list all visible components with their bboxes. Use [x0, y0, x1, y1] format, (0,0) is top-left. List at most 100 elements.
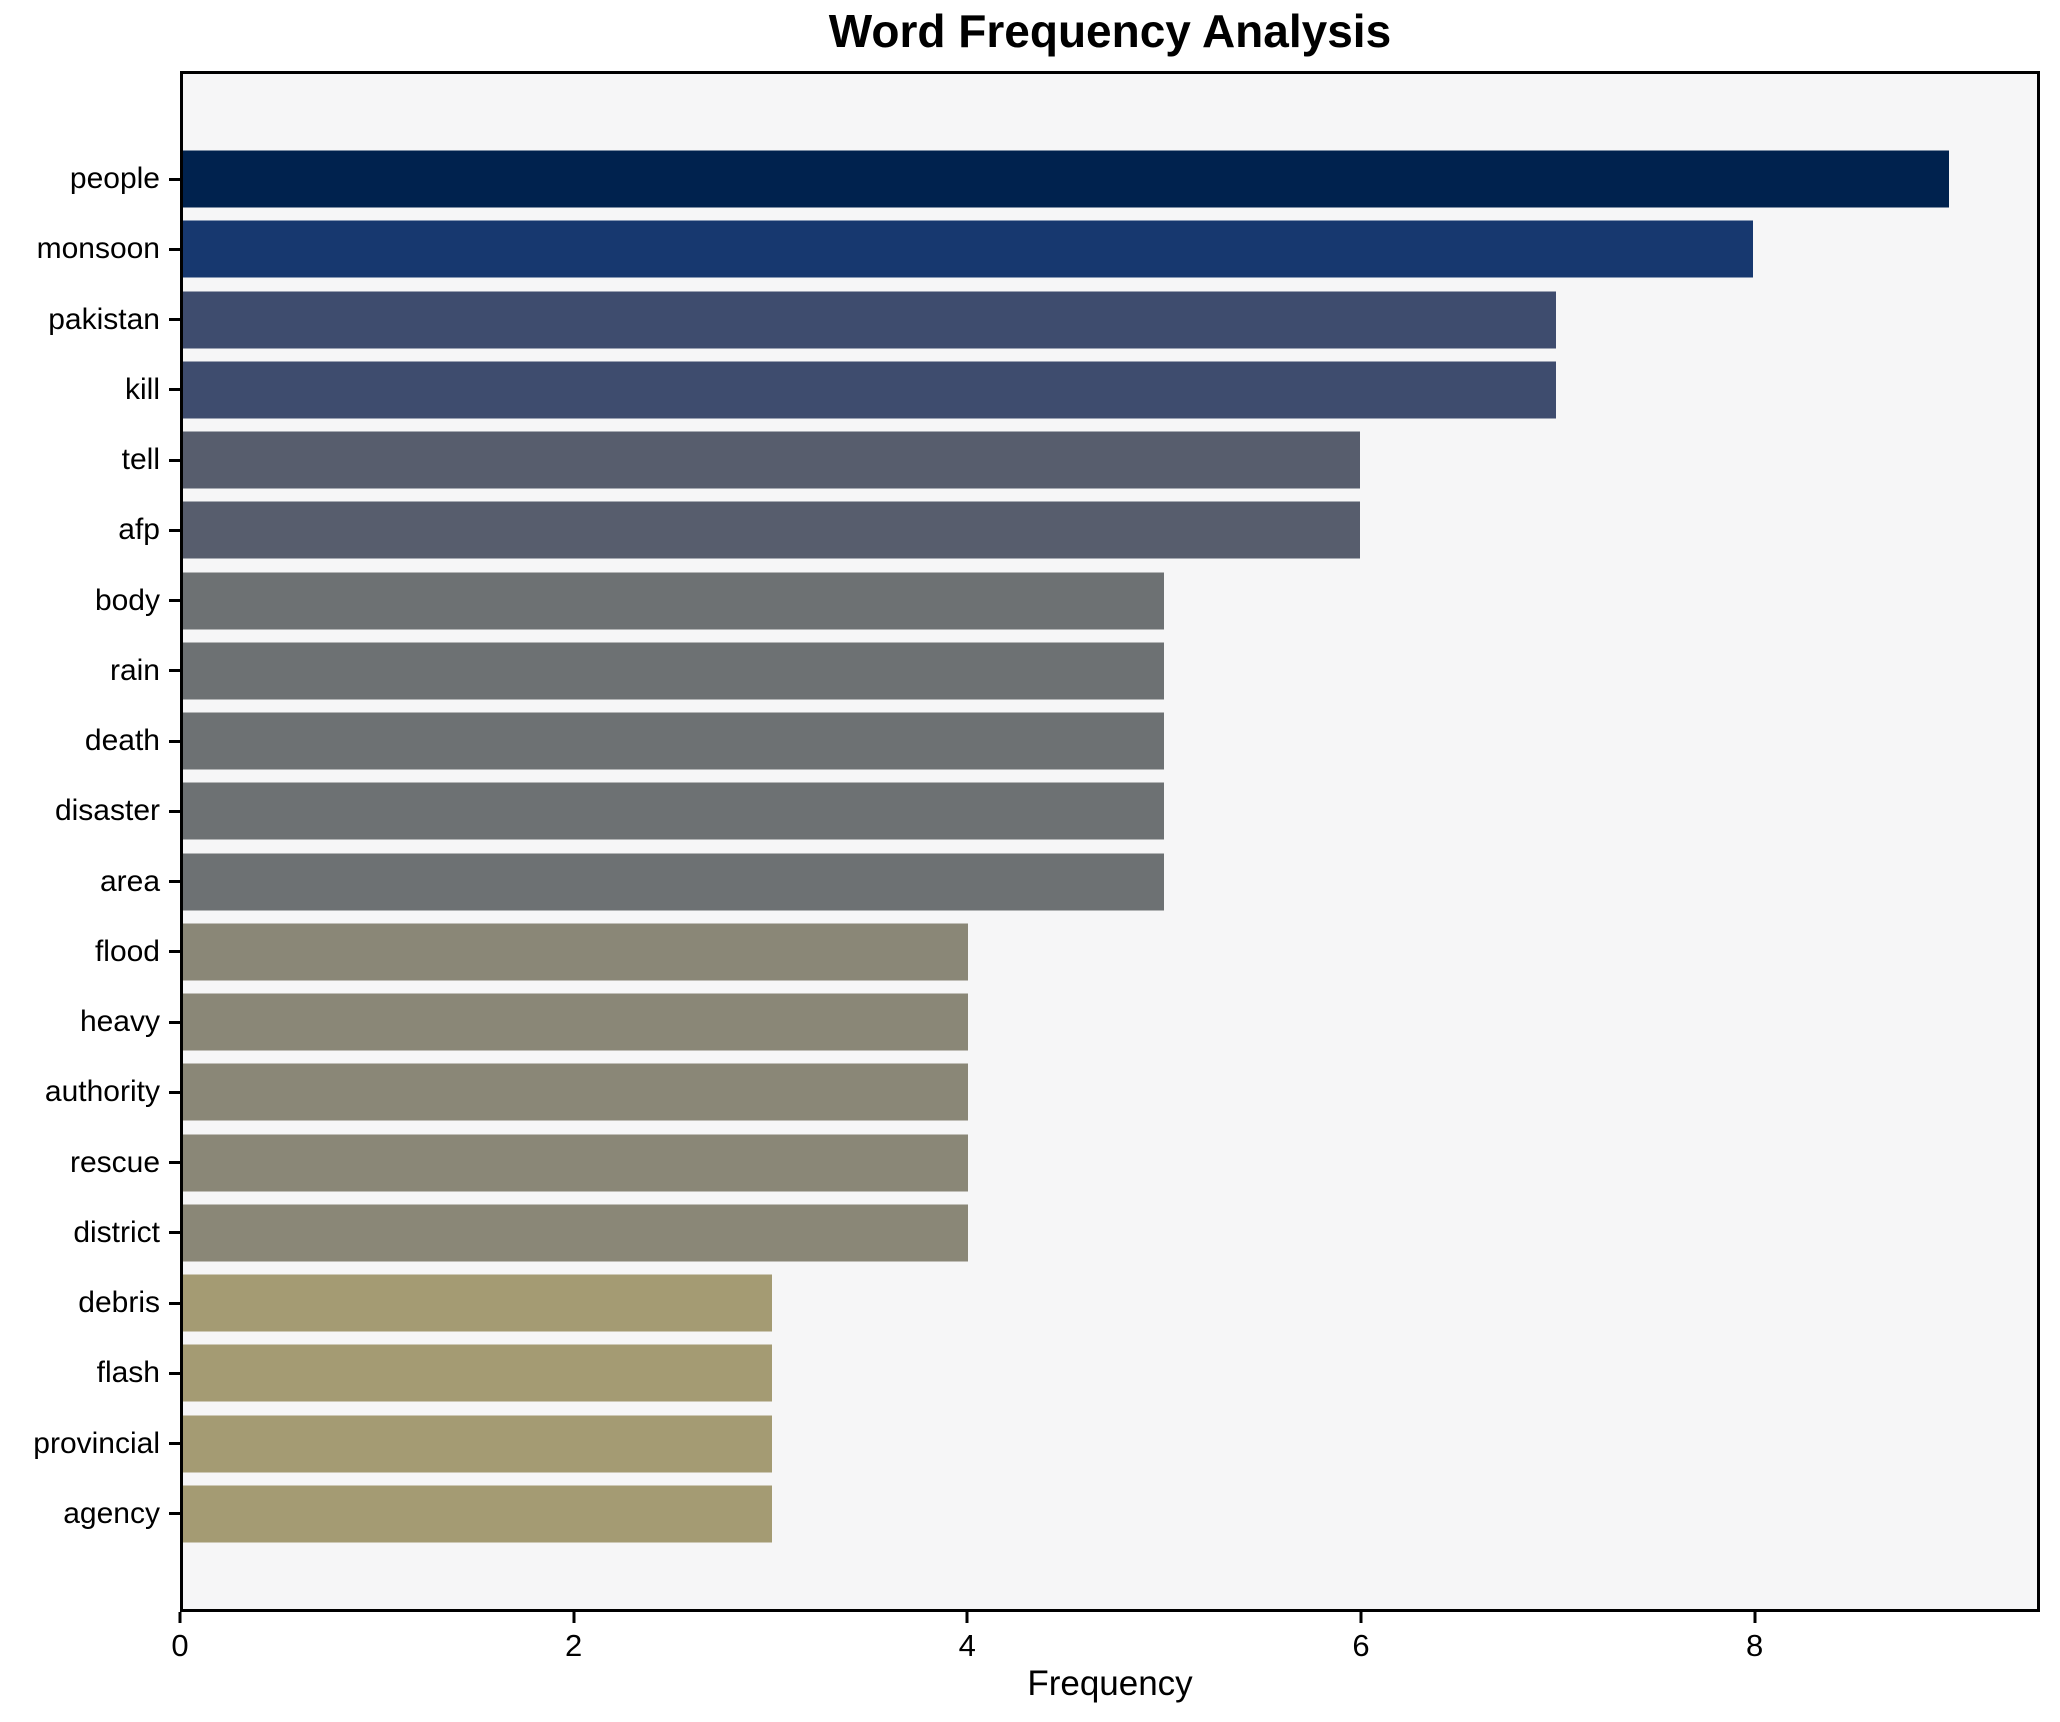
bar-row [183, 917, 2037, 987]
y-tick-label: body [94, 583, 160, 617]
bar-row [183, 1268, 2037, 1338]
x-tick-mark [965, 1612, 969, 1623]
y-tick-label: flood [94, 934, 160, 968]
y-tick-label: monsoon [36, 232, 160, 266]
bar-row [183, 987, 2037, 1057]
x-tick-mark [178, 1612, 182, 1623]
bar-afp [183, 501, 1361, 559]
bar-monsoon [183, 220, 1753, 278]
bar-row [183, 566, 2037, 636]
y-label-row: pakistan [0, 285, 180, 355]
bars-container [183, 74, 2037, 1609]
bar-people [183, 150, 1949, 208]
bar-row [183, 1057, 2037, 1127]
y-tick-mark [169, 1442, 180, 1446]
y-label-row: provincial [0, 1409, 180, 1479]
bar-disaster [183, 782, 1164, 840]
y-tick-label: agency [63, 1496, 160, 1530]
y-tick-mark [169, 528, 180, 532]
y-tick-label: provincial [33, 1426, 160, 1460]
y-tick-mark [169, 1090, 180, 1094]
y-tick-mark [169, 1301, 180, 1305]
x-tick-mark [1753, 1612, 1757, 1623]
bar-row [183, 495, 2037, 565]
y-tick-mark [169, 599, 180, 603]
x-tick-label: 6 [1352, 1628, 1370, 1663]
bar-row [183, 1338, 2037, 1408]
y-label-row: rain [0, 636, 180, 706]
y-label-row: tell [0, 425, 180, 495]
bar-row [183, 636, 2037, 706]
bar-agency [183, 1485, 772, 1543]
y-label-row: afp [0, 495, 180, 565]
y-tick-mark [169, 1161, 180, 1165]
y-tick-mark [169, 388, 180, 392]
bar-row [183, 1409, 2037, 1479]
y-tick-label: pakistan [48, 302, 160, 336]
y-label-row: district [0, 1198, 180, 1268]
bar-rescue [183, 1134, 968, 1192]
bar-district [183, 1204, 968, 1262]
bar-row [183, 1198, 2037, 1268]
y-tick-label: tell [121, 443, 160, 477]
y-tick-mark [169, 318, 180, 322]
bar-row [183, 706, 2037, 776]
y-label-row: people [0, 144, 180, 214]
y-label-row: flash [0, 1338, 180, 1408]
bar-tell [183, 431, 1361, 489]
y-label-row: body [0, 566, 180, 636]
y-label-row: heavy [0, 987, 180, 1057]
bar-body [183, 572, 1164, 630]
bar-row [183, 1479, 2037, 1549]
bar-row [183, 776, 2037, 846]
y-tick-mark [169, 739, 180, 743]
bar-row [183, 355, 2037, 425]
y-tick-mark [169, 950, 180, 954]
y-tick-label: district [73, 1215, 160, 1249]
bar-row [183, 285, 2037, 355]
y-axis-labels: people monsoon pakistan kill tell afp body rain… [0, 71, 180, 1612]
bar-flash [183, 1344, 772, 1402]
y-tick-label: authority [44, 1075, 160, 1109]
y-label-row: agency [0, 1479, 180, 1549]
y-label-row: debris [0, 1268, 180, 1338]
bar-authority [183, 1063, 968, 1121]
y-tick-mark [169, 809, 180, 813]
x-tick-label: 0 [171, 1628, 189, 1663]
y-tick-mark [169, 458, 180, 462]
y-label-row: kill [0, 355, 180, 425]
y-tick-label: flash [96, 1356, 160, 1390]
y-tick-mark [169, 1231, 180, 1235]
x-axis: 0 2 4 6 8 [171, 1612, 2040, 1682]
x-axis-title: Frequency [1027, 1664, 1193, 1703]
y-tick-mark [169, 669, 180, 673]
plot-area [180, 71, 2040, 1612]
y-tick-label: debris [78, 1286, 160, 1320]
y-tick-label: disaster [54, 794, 160, 828]
bar-row [183, 144, 2037, 214]
bar-rain [183, 642, 1164, 700]
y-tick-mark [169, 247, 180, 251]
bar-row [183, 847, 2037, 917]
bar-provincial [183, 1415, 772, 1473]
y-tick-label: death [84, 724, 160, 758]
y-tick-label: rescue [69, 1145, 160, 1179]
y-tick-label: people [69, 162, 160, 196]
bar-row [183, 214, 2037, 284]
bar-death [183, 712, 1164, 770]
y-label-row: flood [0, 917, 180, 987]
y-tick-label: kill [125, 372, 160, 406]
x-tick-mark [1359, 1612, 1363, 1623]
y-tick-label: rain [109, 653, 160, 687]
y-tick-mark [169, 1371, 180, 1375]
bar-row [183, 425, 2037, 495]
y-tick-mark [169, 1512, 180, 1516]
bar-area [183, 853, 1164, 911]
y-label-row: area [0, 847, 180, 917]
y-tick-label: heavy [79, 1005, 160, 1039]
x-tick-label: 2 [565, 1628, 583, 1663]
x-tick-label: 8 [1745, 1628, 1764, 1663]
y-label-row: rescue [0, 1128, 180, 1198]
x-tick-mark [572, 1612, 576, 1623]
